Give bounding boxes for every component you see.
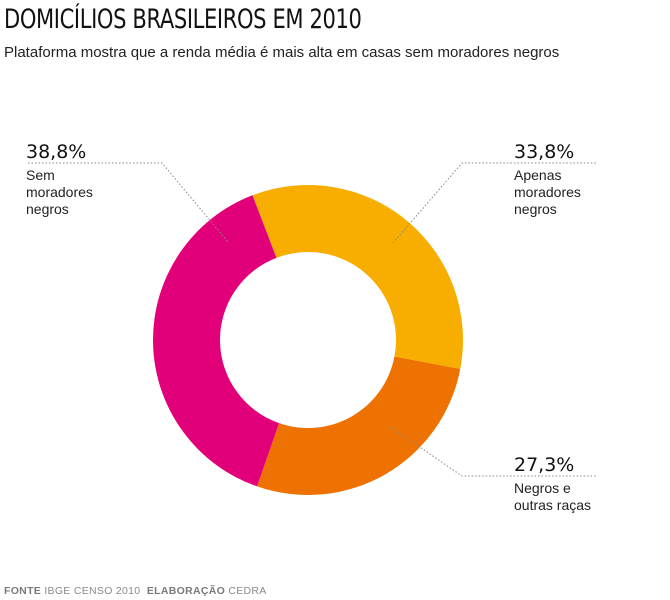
leader-line (392, 162, 597, 244)
slice-percent-label: 33,8% (514, 141, 574, 163)
donut-slices (153, 185, 463, 496)
donut-chart: 33,8% Apenas moradores negros 27,3% Negr… (26, 141, 597, 513)
slice-percent-label: 38,8% (26, 141, 86, 163)
source-value: IBGE CENSO 2010 (44, 585, 141, 597)
chart-subtitle: Plataforma mostra que a renda média é ma… (4, 44, 560, 61)
leader-line (391, 427, 597, 477)
source-key: FONTE (4, 585, 42, 597)
chart-title: DOMICÍLIOS BRASILEIROS EM 2010 (4, 4, 362, 35)
credit-value: CEDRA (228, 585, 267, 597)
leader-line (28, 162, 230, 244)
slice-label-negros-e-outras-racas: 27,3% Negros e outras raças (391, 427, 597, 513)
slice-label-line: negros (26, 201, 69, 217)
slice-label-line: Apenas (514, 167, 561, 183)
slice-label-apenas-moradores-negros: 33,8% Apenas moradores negros (392, 141, 597, 244)
donut-slice (257, 356, 461, 496)
slice-label-line: Sem (26, 167, 55, 183)
slice-label-line: negros (514, 201, 557, 217)
slice-label-sem-moradores-negros: 38,8% Sem moradores negros (26, 141, 230, 244)
credit-key: ELABORAÇÃO (146, 585, 226, 597)
slice-label-line: outras raças (514, 497, 591, 513)
donut-slice (153, 195, 280, 487)
slice-label-line: Negros e (514, 480, 571, 496)
slice-label-line: moradores (26, 184, 93, 200)
source-footer: FONTE IBGE CENSO 2010 ELABORAÇÃO CEDRA (4, 585, 267, 597)
donut-slice (252, 185, 463, 370)
slice-label-line: moradores (514, 184, 581, 200)
slice-percent-label: 27,3% (514, 454, 574, 476)
